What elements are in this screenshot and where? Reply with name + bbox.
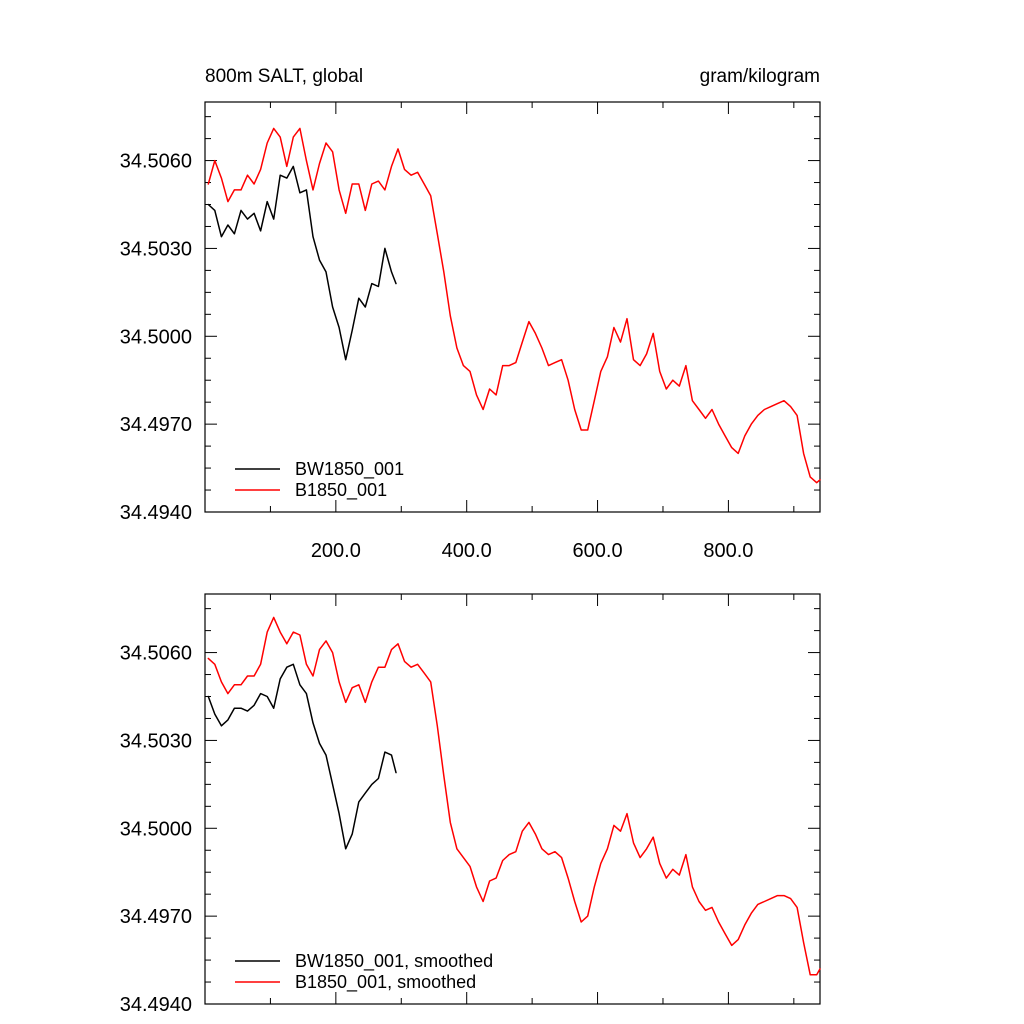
top-legend-label: B1850_001 <box>295 480 387 501</box>
top-y-tick-label: 34.5060 <box>120 151 192 173</box>
bottom-series-lines <box>207 616 821 976</box>
bottom-panel: 34.4940 34.4970 34.5000 34.5030 34.5060 BW18… <box>120 593 821 1016</box>
top-x-tick-label: 600.0 <box>573 540 623 562</box>
bottom-plot-frame <box>204 593 821 1005</box>
top-panel-title: 800m SALT, global <box>205 66 363 87</box>
top-series-line-bw1850 <box>207 165 397 361</box>
bottom-legend-label: BW1850_001, smoothed <box>295 951 493 972</box>
top-y-tick-label: 34.5000 <box>120 326 192 348</box>
top-y-tick-label: 34.4970 <box>120 414 192 436</box>
top-x-tick-label: 200.0 <box>311 540 361 562</box>
top-legend-label: BW1850_001 <box>295 459 404 480</box>
bottom-legend-label: B1850_001, smoothed <box>295 972 476 993</box>
top-y-tick-labels: 34.4940 34.4970 34.5000 34.5030 34.5060 <box>120 151 192 524</box>
bottom-y-tick-label: 34.5030 <box>120 730 192 752</box>
bottom-series-line-b1850 <box>207 616 821 976</box>
top-x-tick-labels: 200.0 400.0 600.0 800.0 <box>311 540 754 562</box>
bottom-y-tick-label: 34.5000 <box>120 818 192 840</box>
top-series-line-b1850 <box>207 127 821 484</box>
top-ticks <box>205 102 820 513</box>
bottom-series-line-bw1850 <box>207 663 397 850</box>
top-plot-frame <box>204 101 821 513</box>
bottom-ticks <box>205 594 820 1005</box>
bottom-y-tick-labels: 34.4940 34.4970 34.5000 34.5030 34.5060 <box>120 643 192 1016</box>
top-series-lines <box>207 127 821 484</box>
bottom-y-tick-label: 34.4940 <box>120 994 192 1016</box>
top-x-tick-label: 400.0 <box>442 540 492 562</box>
top-y-tick-label: 34.5030 <box>120 238 192 260</box>
top-panel: 800m SALT, global gram/kilogram 34.49403… <box>120 66 821 562</box>
bottom-y-tick-label: 34.4970 <box>120 906 192 928</box>
top-panel-units: gram/kilogram <box>700 66 820 87</box>
bottom-y-tick-label: 34.5060 <box>120 643 192 665</box>
top-x-tick-label: 800.0 <box>703 540 753 562</box>
top-y-tick-label: 34.4940 <box>120 502 192 524</box>
